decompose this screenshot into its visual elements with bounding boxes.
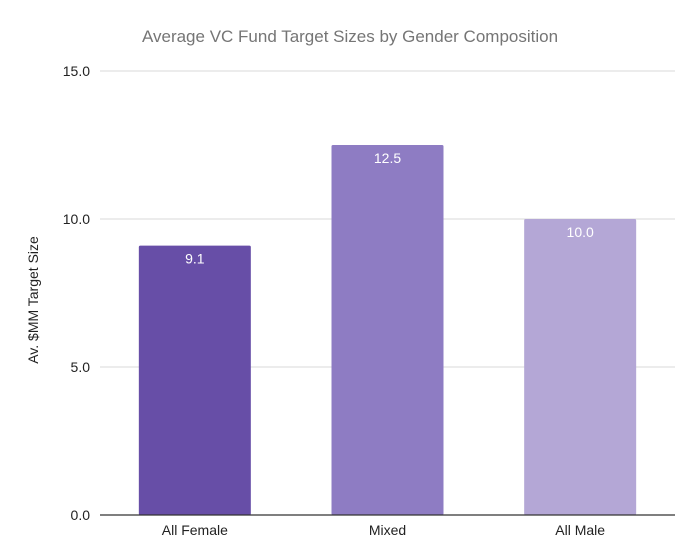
bar	[524, 219, 637, 515]
bar-value-label: 12.5	[374, 150, 401, 166]
bar	[331, 145, 444, 515]
y-axis-ticks: 0.0 5.0 10.0 15.0	[63, 63, 90, 523]
y-axis-label: Av. $MM Target Size	[25, 236, 41, 364]
y-tick-label: 10.0	[63, 211, 90, 227]
chart-title: Average VC Fund Target Sizes by Gender C…	[142, 27, 558, 46]
y-tick-label: 15.0	[63, 63, 90, 79]
x-category-label: All Male	[555, 522, 605, 538]
bar-value-label: 10.0	[567, 224, 594, 240]
x-axis-categories: All Female Mixed All Male	[162, 522, 606, 538]
y-tick-label: 5.0	[71, 359, 91, 375]
x-category-label: All Female	[162, 522, 228, 538]
bar-value-label: 9.1	[185, 251, 205, 267]
bars: 9.1 12.5 10.0	[138, 145, 637, 515]
y-tick-label: 0.0	[71, 507, 91, 523]
x-category-label: Mixed	[369, 522, 406, 538]
bar	[138, 245, 251, 515]
